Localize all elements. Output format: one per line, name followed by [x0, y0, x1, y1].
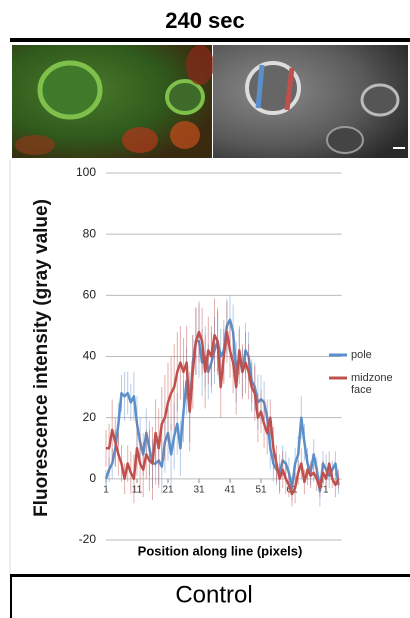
- header-rule: [10, 38, 410, 42]
- y-axis-title: Fluorescence intensity (gray value): [30, 178, 80, 538]
- footer-rule: [10, 574, 410, 577]
- legend-label: pole: [351, 349, 403, 361]
- y-tick-label: 40: [83, 349, 97, 363]
- page: {"chart_data": {"type": "line", "header"…: [0, 0, 410, 618]
- legend-label: midzone face: [351, 372, 403, 396]
- x-tick-label: 31: [193, 484, 205, 495]
- y-tick-label: 60: [83, 288, 97, 302]
- x-tick-label: 51: [255, 484, 267, 495]
- y-tick-label: 0: [89, 471, 96, 485]
- y-tick-label: -20: [79, 532, 97, 546]
- y-tick-label: 80: [83, 226, 97, 240]
- x-tick-label: 41: [224, 484, 236, 495]
- x-axis-title: Position along line (pixels): [138, 543, 303, 558]
- y-tick-label: 20: [83, 410, 97, 424]
- header: 240 sec: [165, 8, 245, 33]
- micrograph-color: [12, 45, 214, 158]
- footer-label: Control: [175, 581, 252, 608]
- micrograph-gray: [213, 45, 408, 158]
- x-tick-label: 21: [162, 484, 174, 495]
